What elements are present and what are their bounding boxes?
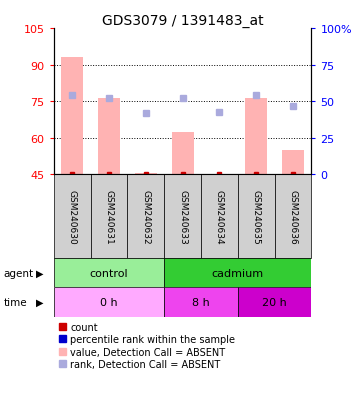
Text: control: control bbox=[90, 268, 128, 278]
Bar bbox=[61, 58, 83, 175]
Text: 8 h: 8 h bbox=[192, 297, 210, 307]
Text: agent: agent bbox=[4, 268, 34, 278]
Text: 0 h: 0 h bbox=[100, 297, 118, 307]
Text: ▶: ▶ bbox=[36, 297, 43, 307]
Text: 20 h: 20 h bbox=[262, 297, 287, 307]
Bar bbox=[282, 151, 304, 175]
Text: time: time bbox=[4, 297, 27, 307]
Text: cadmium: cadmium bbox=[212, 268, 264, 278]
FancyBboxPatch shape bbox=[127, 175, 164, 259]
FancyBboxPatch shape bbox=[238, 175, 275, 259]
FancyBboxPatch shape bbox=[54, 175, 91, 259]
FancyBboxPatch shape bbox=[164, 175, 201, 259]
FancyBboxPatch shape bbox=[164, 288, 238, 317]
FancyBboxPatch shape bbox=[275, 175, 311, 259]
FancyBboxPatch shape bbox=[54, 259, 164, 288]
Text: GSM240633: GSM240633 bbox=[178, 190, 187, 244]
Text: ▶: ▶ bbox=[36, 268, 43, 278]
FancyBboxPatch shape bbox=[164, 259, 311, 288]
FancyBboxPatch shape bbox=[54, 288, 164, 317]
Legend: count, percentile rank within the sample, value, Detection Call = ABSENT, rank, : count, percentile rank within the sample… bbox=[59, 322, 235, 369]
Text: GSM240630: GSM240630 bbox=[68, 190, 77, 244]
Bar bbox=[245, 98, 267, 175]
Title: GDS3079 / 1391483_at: GDS3079 / 1391483_at bbox=[102, 14, 263, 28]
Bar bbox=[171, 133, 194, 175]
FancyBboxPatch shape bbox=[201, 175, 238, 259]
Text: GSM240634: GSM240634 bbox=[215, 190, 224, 244]
FancyBboxPatch shape bbox=[238, 288, 311, 317]
Bar bbox=[135, 174, 157, 175]
FancyBboxPatch shape bbox=[91, 175, 127, 259]
Text: GSM240636: GSM240636 bbox=[289, 190, 297, 244]
Bar bbox=[98, 98, 120, 175]
Text: GSM240635: GSM240635 bbox=[252, 190, 261, 244]
Text: GSM240631: GSM240631 bbox=[105, 190, 113, 244]
Text: GSM240632: GSM240632 bbox=[141, 190, 150, 244]
